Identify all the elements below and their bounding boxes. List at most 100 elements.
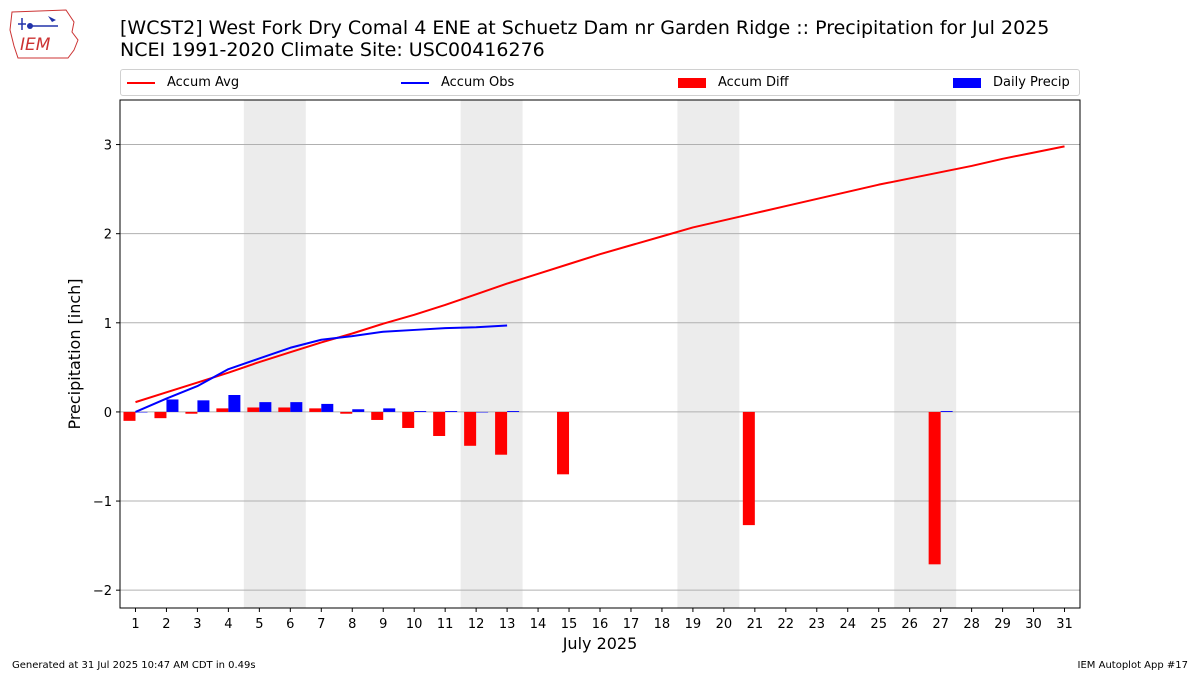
x-tick-label-30: 30 — [1025, 617, 1042, 632]
legend-swatch-accum-avg — [127, 81, 155, 84]
legend-swatch-accum-obs — [401, 81, 429, 84]
x-tick-label-18: 18 — [654, 617, 671, 632]
x-tick-label-9: 9 — [379, 617, 387, 632]
accum-diff-bar-day-1 — [123, 411, 136, 421]
daily-precip-bar-day-4 — [228, 394, 241, 412]
x-tick-label-5: 5 — [255, 617, 263, 632]
weekend-band-4 — [894, 100, 957, 608]
title-line-1: [WCST2] West Fork Dry Comal 4 ENE at Sch… — [120, 17, 1050, 39]
footer-app: IEM Autoplot App #17 — [1077, 660, 1188, 671]
accum-diff-bar-day-2 — [154, 411, 167, 419]
y-tick-label-1: 1 — [104, 317, 112, 332]
accum-diff-bar-day-9 — [371, 411, 384, 420]
x-axis-label: July 2025 — [562, 634, 638, 653]
daily-precip-bar-day-9 — [383, 408, 396, 412]
legend-label-accum-diff: Accum Diff — [718, 75, 789, 90]
gridlines — [120, 144, 1080, 591]
iem-logo[interactable]: IEM — [8, 6, 82, 60]
accum-diff-bar-day-13 — [495, 411, 508, 455]
x-tick-label-14: 14 — [530, 617, 547, 632]
daily-precip-bar-day-27 — [940, 411, 953, 412]
daily-precip-bar-day-12 — [476, 411, 489, 413]
x-tick-label-24: 24 — [839, 617, 856, 632]
x-tick-label-6: 6 — [286, 617, 294, 632]
legend-item-daily-precip: Daily Precip — [953, 74, 1070, 91]
x-tick-label-26: 26 — [901, 617, 918, 632]
legend-item-accum-avg: Accum Avg — [127, 74, 239, 91]
legend-item-accum-diff: Accum Diff — [678, 74, 789, 91]
legend-swatch-daily-precip — [953, 77, 981, 88]
x-tick-label-19: 19 — [685, 617, 702, 632]
footer-generated: Generated at 31 Jul 2025 10:47 AM CDT in… — [12, 660, 256, 671]
x-tick-label-10: 10 — [406, 617, 423, 632]
daily-precip-bar-day-5 — [259, 402, 272, 412]
daily-precip-bar-day-2 — [166, 399, 179, 412]
daily-precip-bar-day-8 — [352, 409, 365, 412]
daily-precip-bar-day-1 — [135, 411, 148, 413]
legend-swatch-accum-diff — [678, 77, 706, 88]
x-tick-label-15: 15 — [561, 617, 578, 632]
x-tick-label-11: 11 — [437, 617, 454, 632]
weekend-shading — [243, 100, 957, 608]
x-tick-label-8: 8 — [348, 617, 356, 632]
chart-title: [WCST2] West Fork Dry Comal 4 ENE at Sch… — [120, 17, 1049, 61]
accum-diff-bar-day-15 — [557, 411, 570, 475]
daily-precip-bar-day-13 — [507, 411, 520, 412]
daily-precip-bar-day-3 — [197, 400, 210, 412]
y-tick-label--1: −1 — [93, 495, 112, 510]
lines — [135, 145, 1065, 413]
accum-diff-bar-day-4 — [216, 408, 229, 412]
daily-precip-bar-day-6 — [290, 402, 303, 412]
accum-diff-bar-day-11 — [433, 411, 446, 436]
x-tick-label-17: 17 — [623, 617, 640, 632]
accum-diff-bar-day-8 — [340, 411, 353, 414]
daily-precip-bar-day-10 — [414, 411, 427, 412]
x-tick-label-23: 23 — [809, 617, 826, 632]
daily-precip-bar-day-11 — [445, 411, 458, 412]
legend-item-accum-obs: Accum Obs — [401, 74, 514, 91]
legend-label-daily-precip: Daily Precip — [993, 75, 1070, 90]
title-line-2: NCEI 1991-2020 Climate Site: USC00416276 — [120, 39, 545, 61]
x-tick-label-20: 20 — [716, 617, 733, 632]
y-tick-label-3: 3 — [104, 139, 112, 154]
accum-diff-bar-day-21 — [742, 411, 755, 526]
accum-diff-bar-day-5 — [247, 407, 260, 412]
y-tick-label-0: 0 — [104, 406, 112, 421]
x-tick-label-12: 12 — [468, 617, 485, 632]
accum-obs-line — [135, 324, 508, 413]
x-tick-label-28: 28 — [963, 617, 980, 632]
x-tick-label-22: 22 — [778, 617, 795, 632]
accum-diff-bar-day-6 — [278, 407, 291, 412]
x-tick-label-21: 21 — [747, 617, 764, 632]
x-tick-label-3: 3 — [193, 617, 201, 632]
legend-label-accum-obs: Accum Obs — [441, 75, 515, 90]
x-tick-label-4: 4 — [224, 617, 232, 632]
x-tick-label-7: 7 — [317, 617, 325, 632]
x-tick-label-25: 25 — [870, 617, 887, 632]
weekend-band-2 — [460, 100, 523, 608]
x-tick-label-27: 27 — [932, 617, 949, 632]
legend-label-accum-avg: Accum Avg — [167, 75, 240, 90]
accum-diff-bar-day-12 — [464, 411, 477, 446]
accum-diff-bar-day-10 — [402, 411, 415, 428]
accum-diff-bar-day-7 — [309, 408, 322, 412]
x-tick-label-29: 29 — [994, 617, 1011, 632]
accum-diff-bar-day-27 — [928, 411, 941, 565]
x-tick-label-1: 1 — [131, 617, 139, 632]
x-tick-label-13: 13 — [499, 617, 516, 632]
bars — [123, 394, 953, 565]
logo-text: IEM — [20, 35, 51, 55]
legend: Accum Avg Accum Obs Accum Diff Daily Pre… — [120, 69, 1080, 96]
x-tick-label-16: 16 — [592, 617, 609, 632]
x-tick-label-31: 31 — [1056, 617, 1073, 632]
accum-avg-line — [135, 145, 1065, 404]
y-tick-label--2: −2 — [93, 584, 112, 599]
y-axis-label: Precipitation [inch] — [65, 278, 84, 429]
y-tick-label-2: 2 — [104, 228, 112, 243]
x-tick-label-2: 2 — [162, 617, 170, 632]
daily-precip-bar-day-7 — [321, 403, 334, 412]
accum-diff-bar-day-3 — [185, 411, 198, 414]
weekend-band-3 — [677, 100, 740, 608]
